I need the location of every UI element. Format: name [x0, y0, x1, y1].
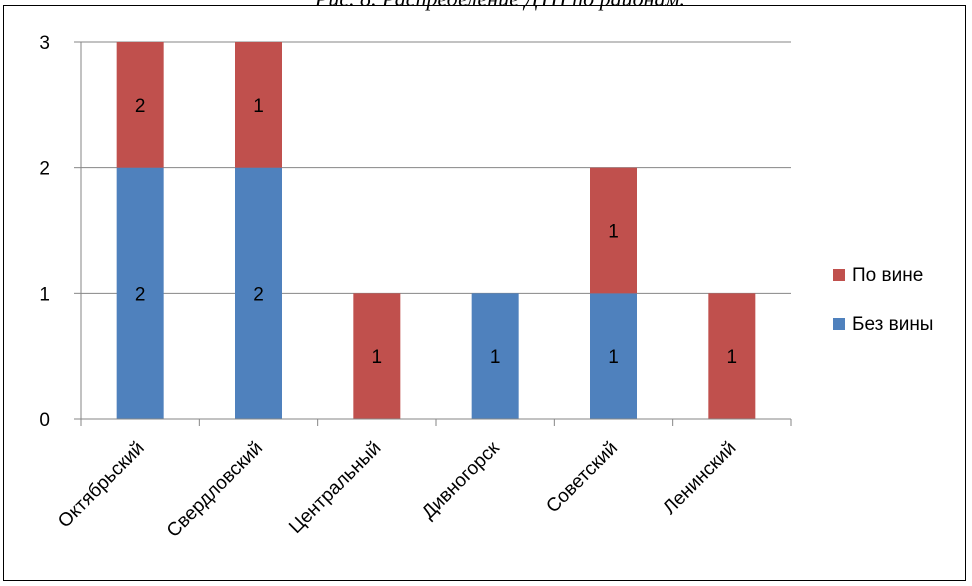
y-tick-label: 1 — [39, 284, 50, 305]
x-tick-label: Центральный — [285, 438, 385, 538]
y-tick-label: 0 — [39, 410, 50, 431]
bar-bez-viny — [471, 293, 519, 419]
bar-po-vine — [116, 42, 164, 168]
data-label: 1 — [253, 96, 264, 117]
bar-po-vine — [708, 293, 756, 419]
data-label: 1 — [490, 347, 501, 368]
x-tick-label: Ленинский — [659, 438, 740, 519]
data-label: 1 — [727, 347, 738, 368]
x-tick-label: Октябрьский — [54, 438, 149, 533]
x-tick-label: Свердловский — [163, 438, 267, 542]
legend-label: По вине — [852, 265, 923, 286]
labels-layer: 2 2 2 1 1 1 1 1 1 — [135, 96, 737, 368]
bar-bez-viny — [116, 167, 164, 419]
bar-bez-viny — [590, 293, 637, 419]
data-label: 1 — [608, 222, 619, 243]
legend-label: Без вины — [852, 314, 933, 335]
data-label: 2 — [135, 284, 146, 305]
data-label: 1 — [372, 347, 383, 368]
bar-po-vine — [353, 293, 401, 419]
bars-layer — [116, 42, 756, 419]
bar-po-vine — [235, 42, 282, 168]
data-label: 1 — [608, 347, 619, 368]
y-tick-label: 3 — [39, 33, 50, 54]
y-tick-label: 2 — [39, 159, 50, 180]
x-tick-label: Советский — [542, 438, 622, 518]
grid-layer — [81, 41, 791, 294]
x-tick-label: Дивногорск — [418, 437, 504, 523]
chart-frame — [3, 5, 966, 581]
legend: По вине Без вины — [833, 265, 933, 335]
legend-swatch — [833, 269, 845, 281]
data-label: 2 — [253, 284, 264, 305]
data-label: 2 — [135, 96, 146, 117]
legend-swatch — [833, 318, 845, 330]
bar-bez-viny — [235, 167, 282, 419]
bar-po-vine — [590, 167, 637, 294]
